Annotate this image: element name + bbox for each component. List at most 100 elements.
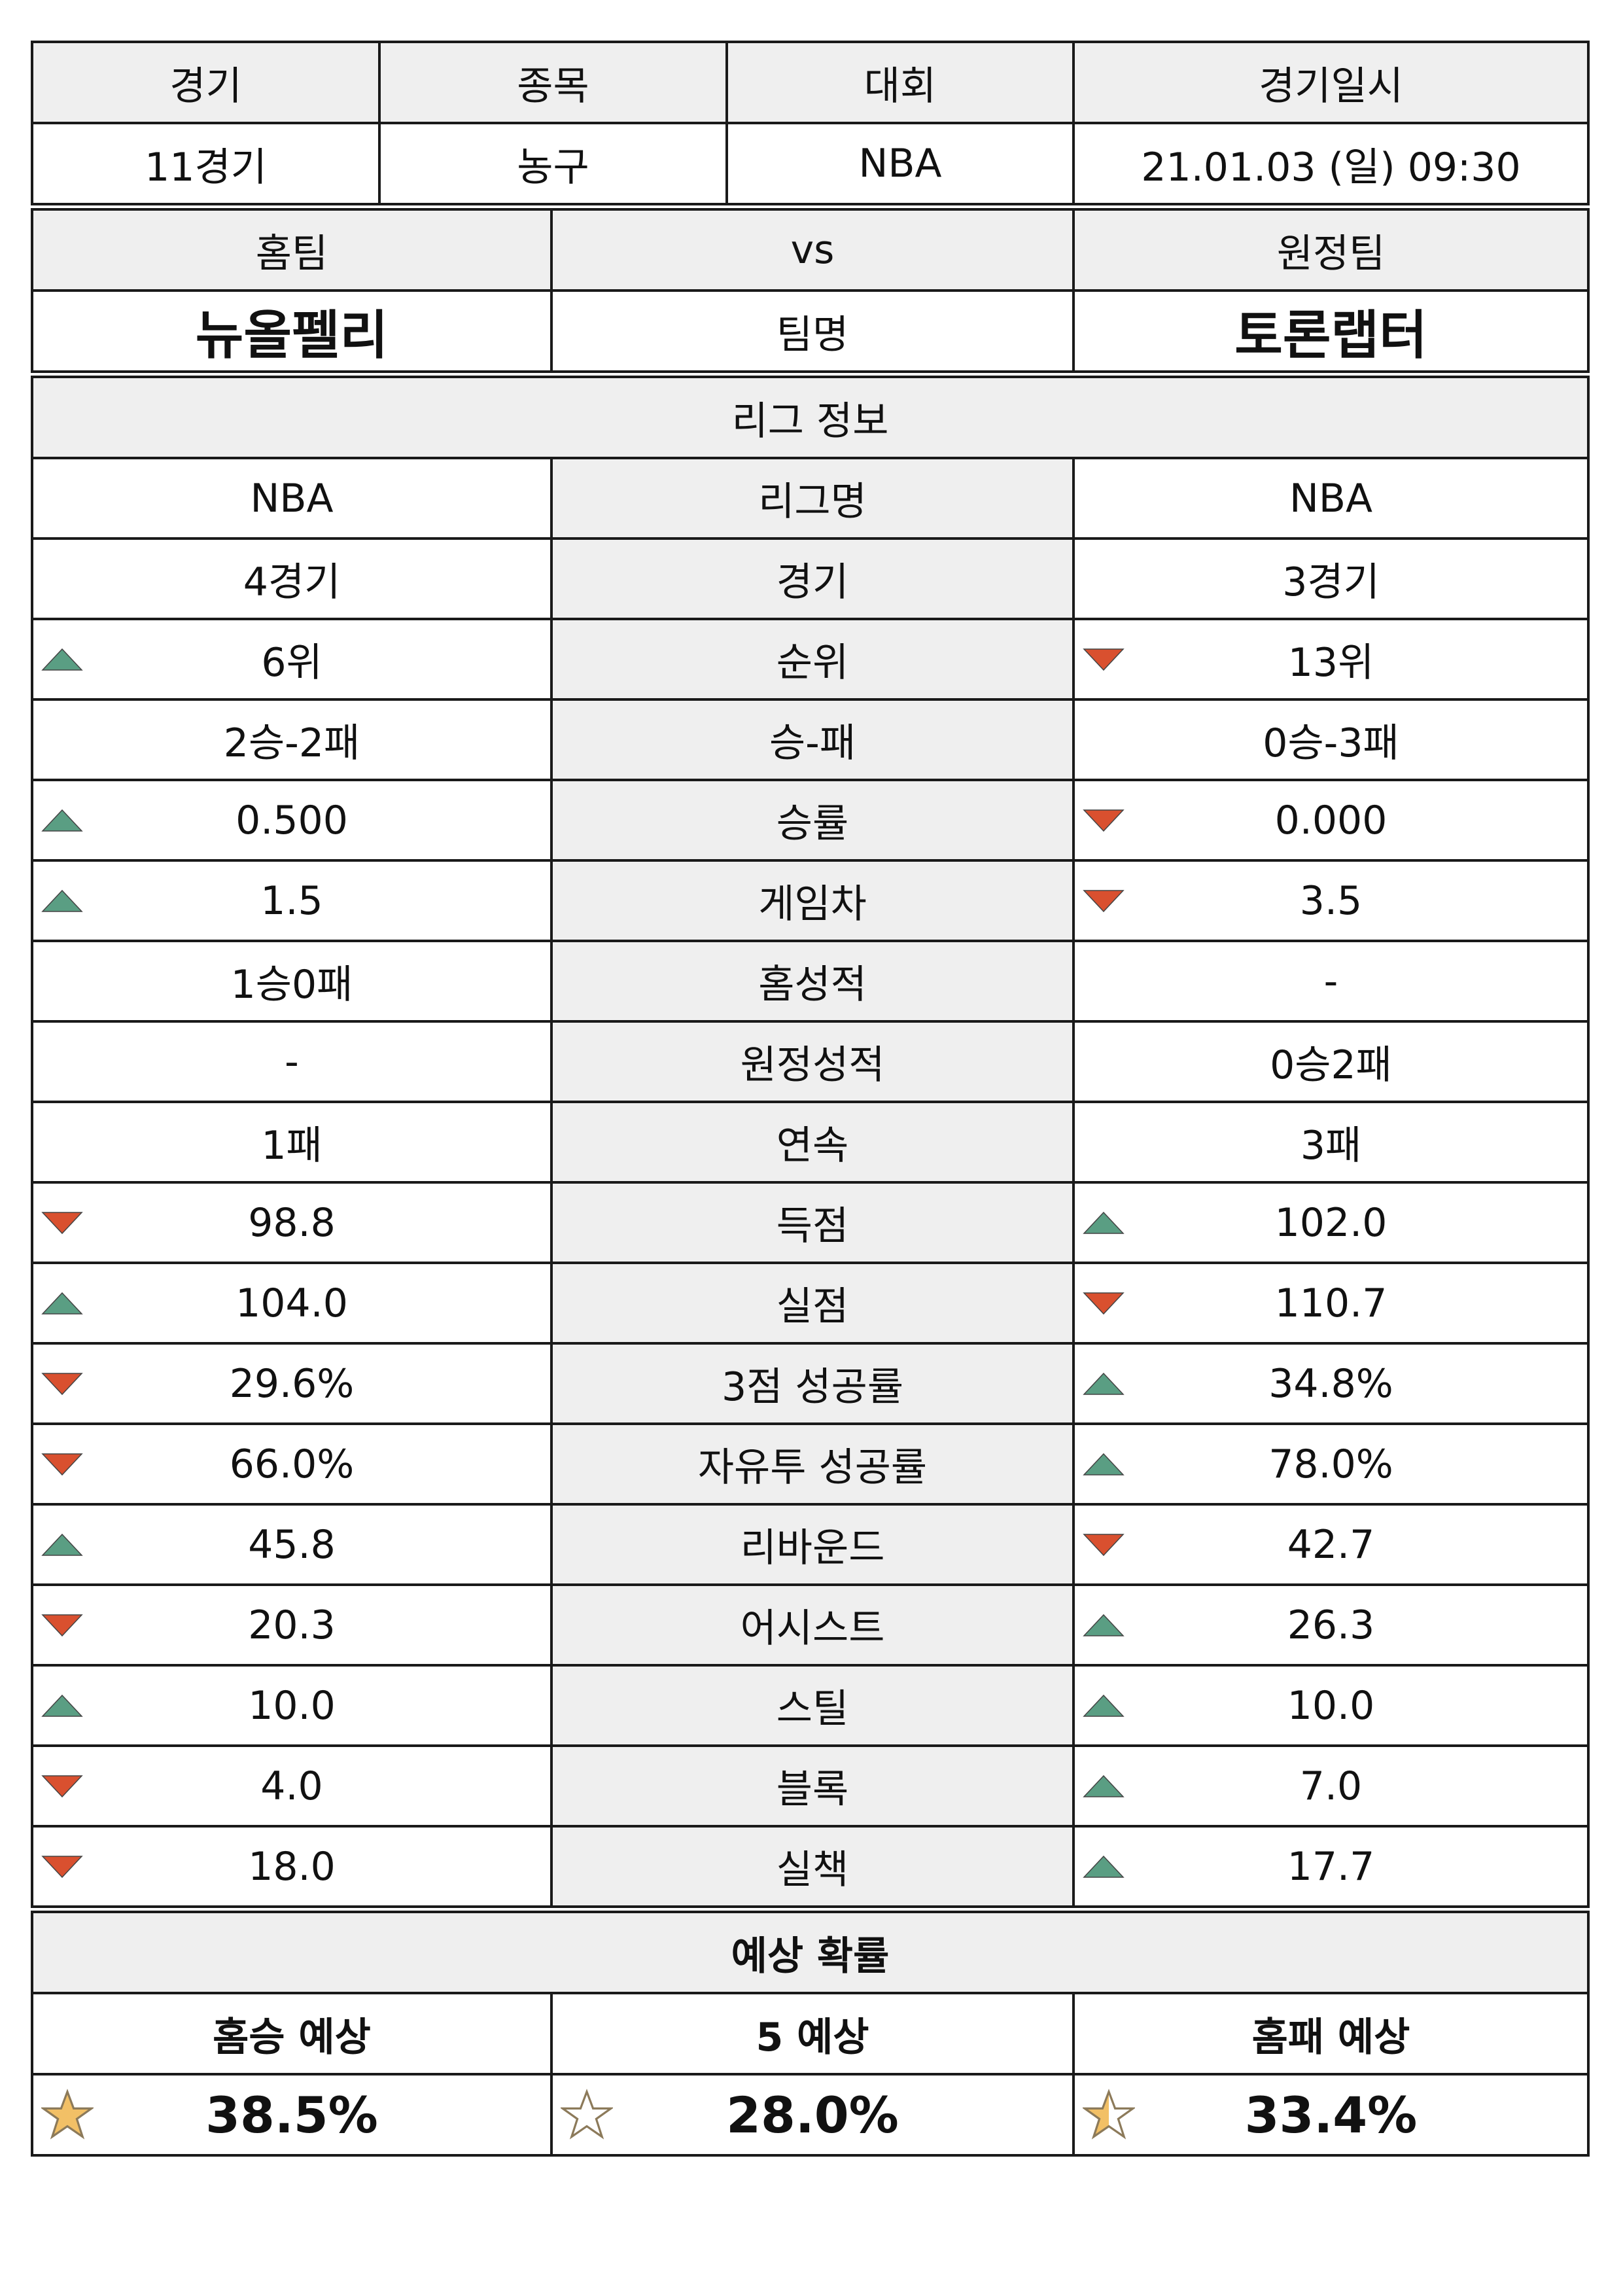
prediction-title-row: 예상 확률 <box>31 1905 1590 1994</box>
home-stat-text: 45.8 <box>248 1521 336 1568</box>
stat-row: 29.6% 3점 성공률 34.8% <box>31 1342 1590 1425</box>
away-stat: 10.0 <box>1072 1664 1590 1747</box>
home-stat-text: 0.500 <box>236 797 348 843</box>
vs-label: vs <box>550 203 1075 292</box>
match-table: 경기 종목 대회 경기일시 11경기 농구 NBA 21.01.03 (일) 0… <box>31 41 1590 2157</box>
stat-label-text: 원정성적 <box>740 1042 885 1088</box>
home-stat-text: 29.6% <box>229 1360 355 1407</box>
match-datetime: 21.01.03 (일) 09:30 <box>1072 122 1590 208</box>
away-stat-text: 7.0 <box>1299 1763 1363 1809</box>
home-stat-text: 4경기 <box>243 559 341 605</box>
match-info-header: 종목 <box>378 41 728 124</box>
stat-label: 스틸 <box>550 1664 1075 1747</box>
home-stat-text: 1패 <box>261 1123 323 1169</box>
home-stat-text: 1.5 <box>260 877 323 924</box>
stat-label: 리바운드 <box>550 1503 1075 1586</box>
match-table-body: 경기 종목 대회 경기일시 11경기 농구 NBA 21.01.03 (일) 0… <box>31 41 1590 2157</box>
stat-label-text: 3점 성공률 <box>721 1364 904 1410</box>
league-info-title-row: 리그 정보 <box>31 370 1590 459</box>
home-win-probability: 38.5% <box>31 2073 553 2157</box>
stat-row: 6위 순위 13위 <box>31 618 1590 701</box>
trend-down-icon <box>41 1211 83 1234</box>
trend-down-icon <box>1083 1292 1125 1315</box>
stat-label: 경기 <box>550 537 1075 620</box>
away-stat-text: 0.000 <box>1274 797 1387 843</box>
stat-label-text: 어시스트 <box>740 1606 885 1651</box>
team-name-row: 뉴올펠리 팀명 토론랩터 <box>31 289 1590 376</box>
home-stat: 18.0 <box>31 1825 553 1911</box>
draw-probability-text: 28.0% <box>726 2085 899 2144</box>
stat-label: 실책 <box>550 1825 1075 1911</box>
match-sheet: 경기 종목 대회 경기일시 11경기 농구 NBA 21.01.03 (일) 0… <box>31 41 1590 2157</box>
away-stat: 110.7 <box>1072 1262 1590 1345</box>
sport: 농구 <box>378 122 728 208</box>
stat-row: - 원정성적 0승2패 <box>31 1020 1590 1103</box>
stat-label: 3점 성공률 <box>550 1342 1075 1425</box>
home-team-label: 홈팀 <box>31 203 553 292</box>
trend-up-icon <box>1083 1453 1125 1475</box>
stat-row: 0.500 승률 0.000 <box>31 779 1590 862</box>
trend-up-icon <box>41 648 83 671</box>
stat-label: 실점 <box>550 1262 1075 1345</box>
away-stat-text: 13위 <box>1287 640 1374 686</box>
stat-row: NBA 리그명 NBA <box>31 457 1590 540</box>
away-stat: 0승-3패 <box>1072 698 1590 781</box>
trend-up-icon <box>1083 1211 1125 1234</box>
stat-row: 4경기 경기 3경기 <box>31 537 1590 620</box>
stat-row: 1승0패 홈성적 - <box>31 940 1590 1023</box>
home-stat-text: NBA <box>250 475 334 521</box>
home-stat: 0.500 <box>31 779 553 862</box>
match-info-header-row: 경기 종목 대회 경기일시 <box>31 41 1590 124</box>
trend-down-icon <box>1083 648 1125 671</box>
away-stat-text: 34.8% <box>1268 1360 1393 1407</box>
stat-label-text: 승-패 <box>769 720 856 766</box>
prediction-title-text: 예상 확률 <box>731 1933 890 1979</box>
stat-label-text: 리바운드 <box>740 1525 885 1571</box>
stat-label-text: 홈성적 <box>758 962 867 1008</box>
stat-label-text: 블록 <box>776 1767 849 1812</box>
home-loss-label: 홈패 예상 <box>1072 1992 1590 2075</box>
stat-label: 승률 <box>550 779 1075 862</box>
stat-label-text: 순위 <box>776 640 849 686</box>
trend-up-icon <box>41 1533 83 1556</box>
match-info-header: 경기일시 <box>1072 41 1590 124</box>
away-stat-text: 102.0 <box>1274 1199 1387 1246</box>
match-info-header: 경기 <box>31 41 381 124</box>
trend-up-icon <box>1083 1855 1125 1878</box>
home-stat: 66.0% <box>31 1422 553 1506</box>
stat-row: 98.8 득점 102.0 <box>31 1181 1590 1264</box>
prediction-title: 예상 확률 <box>31 1905 1590 1994</box>
stat-row: 10.0 스틸 10.0 <box>31 1664 1590 1747</box>
away-stat: 34.8% <box>1072 1342 1590 1425</box>
away-stat: 3.5 <box>1072 859 1590 942</box>
stat-row: 66.0% 자유투 성공률 78.0% <box>31 1422 1590 1506</box>
away-stat-text: 78.0% <box>1268 1441 1393 1487</box>
away-stat: 26.3 <box>1072 1583 1590 1667</box>
stat-label: 리그명 <box>550 457 1075 540</box>
stat-label: 연속 <box>550 1101 1075 1184</box>
home-win-label: 홈승 예상 <box>31 1992 553 2075</box>
stat-label-text: 연속 <box>776 1123 849 1169</box>
home-stat: 1승0패 <box>31 940 553 1023</box>
away-stat: 3경기 <box>1072 537 1590 620</box>
trend-down-icon <box>41 1453 83 1475</box>
away-team-name: 토론랩터 <box>1072 289 1590 376</box>
prediction-label-row: 홈승 예상 5 예상 홈패 예상 <box>31 1992 1590 2075</box>
stat-row: 104.0 실점 110.7 <box>31 1262 1590 1345</box>
away-stat-text: 0승2패 <box>1270 1042 1392 1088</box>
home-stat: 29.6% <box>31 1342 553 1425</box>
home-stat: 45.8 <box>31 1503 553 1586</box>
away-stat-text: 42.7 <box>1287 1521 1375 1568</box>
star-filled-icon <box>41 2089 94 2140</box>
trend-up-icon <box>1083 1372 1125 1395</box>
home-loss-probability: 33.4% <box>1072 2073 1590 2157</box>
stat-label: 득점 <box>550 1181 1075 1264</box>
stat-label-text: 리그명 <box>758 479 867 525</box>
stat-label-text: 자유투 성공률 <box>697 1445 928 1491</box>
away-stat: 17.7 <box>1072 1825 1590 1911</box>
match-info-header: 대회 <box>725 41 1075 124</box>
stat-row: 2승-2패 승-패 0승-3패 <box>31 698 1590 781</box>
home-team-name: 뉴올펠리 <box>31 289 553 376</box>
stat-label-text: 게임차 <box>758 881 867 927</box>
away-stat: NBA <box>1072 457 1590 540</box>
